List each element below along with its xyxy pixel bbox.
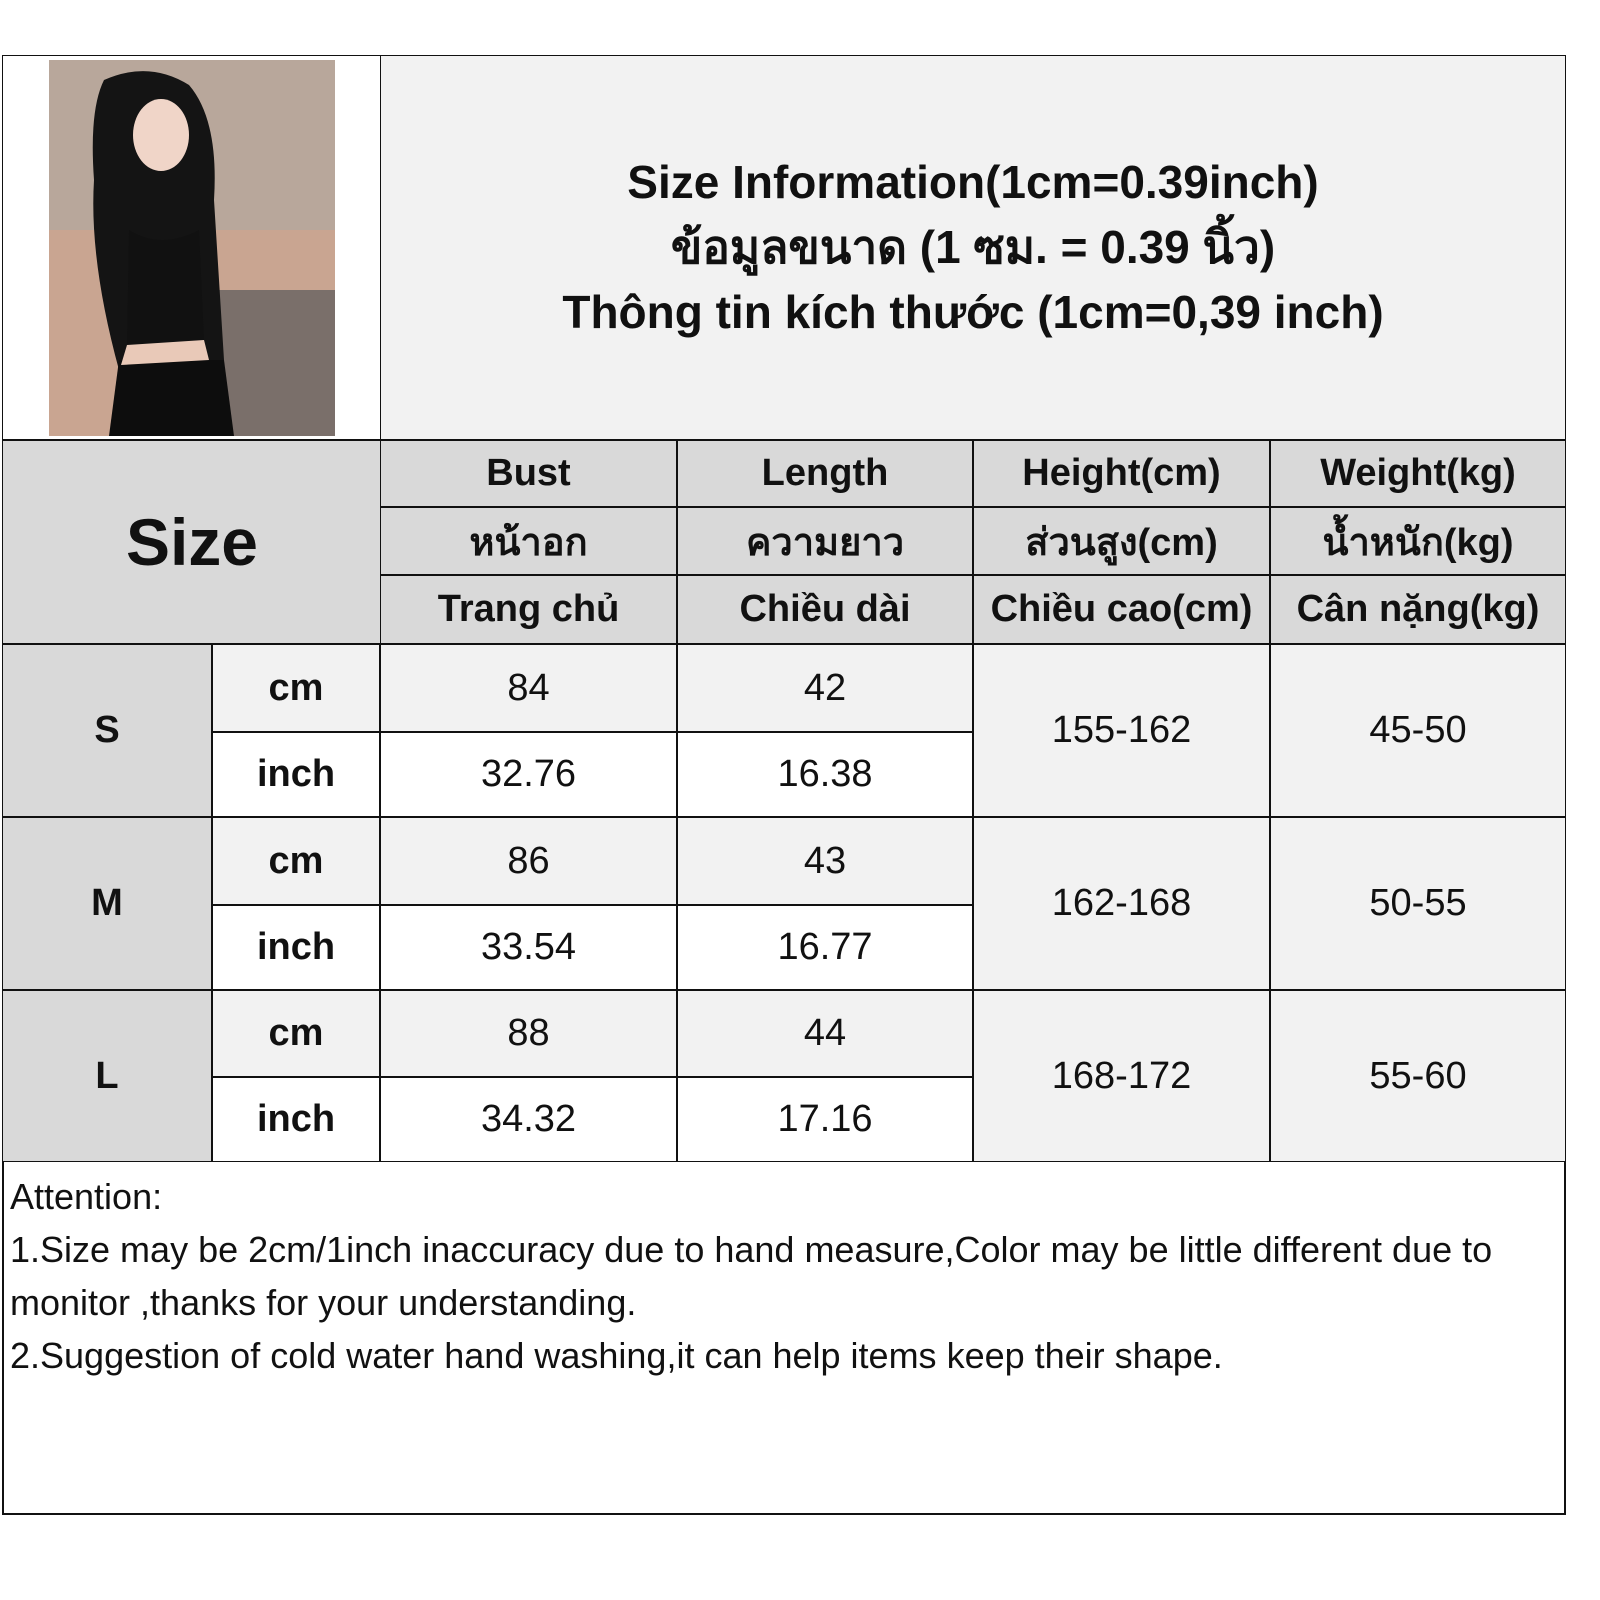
model-photo-icon <box>49 59 335 436</box>
length-inch: 16.38 <box>677 732 973 817</box>
column-header-en: Length <box>677 440 973 507</box>
height-range-text: 155-162 <box>1051 709 1192 751</box>
size-info-title: Size Information(1cm=0.39inch) ข้อมูลขนา… <box>380 55 1566 440</box>
bust-cm: 86 <box>380 817 677 905</box>
unit-cm: cm <box>212 644 380 732</box>
column-header-text: ความยาว <box>745 521 905 564</box>
unit-cm: cm <box>212 817 380 905</box>
bust-cm: 88 <box>380 990 677 1077</box>
size-label-text: M <box>91 882 123 924</box>
bust-inch: 34.32 <box>380 1077 677 1162</box>
length-inch-text: 16.38 <box>777 753 873 795</box>
bust-inch-text: 33.54 <box>480 926 577 968</box>
column-header-th: หน้าอก <box>380 507 677 575</box>
length-inch-text: 17.16 <box>777 1098 873 1140</box>
length-cm: 42 <box>677 644 973 732</box>
column-header-text: Chiều cao(cm) <box>990 588 1253 630</box>
height-range-text: 168-172 <box>1051 1054 1192 1097</box>
unit-inch-text: inch <box>256 753 336 795</box>
bust-cm-text: 86 <box>507 839 550 882</box>
unit-cm-text: cm <box>268 839 324 882</box>
column-header-en: Weight(kg) <box>1270 440 1566 507</box>
bust-inch-text: 34.32 <box>480 1098 577 1140</box>
weight-range: 55-60 <box>1270 990 1566 1162</box>
height-range-text: 162-168 <box>1051 882 1192 924</box>
notes-heading: Attention: <box>10 1176 163 1217</box>
column-header-th: น้ำหนัก(kg) <box>1270 507 1566 575</box>
unit-cm: cm <box>212 990 380 1077</box>
size-header-label: Size <box>125 505 259 579</box>
unit-inch: inch <box>212 1077 380 1162</box>
title-thai: ข้อมูลขนาด (1 ซม. = 0.39 นิ้ว) <box>670 221 1276 273</box>
title-english: Size Information(1cm=0.39inch) <box>627 156 1319 208</box>
column-header-text: น้ำหนัก(kg) <box>1322 521 1514 564</box>
length-cm: 44 <box>677 990 973 1077</box>
unit-inch-text: inch <box>256 1098 336 1140</box>
column-header-text: Trang chủ <box>437 588 620 630</box>
bust-cm-text: 84 <box>507 666 550 709</box>
length-cm-text: 43 <box>803 839 847 882</box>
weight-range-text: 55-60 <box>1369 1054 1467 1097</box>
size-label: S <box>2 644 212 817</box>
column-header-th: ความยาว <box>677 507 973 575</box>
size-label: M <box>2 817 212 990</box>
column-header-text: Length <box>761 452 889 494</box>
column-header-vi: Trang chủ <box>380 575 677 644</box>
column-header-th: ส่วนสูง(cm) <box>973 507 1270 575</box>
unit-inch-text: inch <box>256 926 336 968</box>
unit-inch: inch <box>212 905 380 990</box>
weight-range-text: 50-55 <box>1369 882 1467 924</box>
weight-range-text: 45-50 <box>1369 709 1467 751</box>
attention-notes: Attention: 1.Size may be 2cm/1inch inacc… <box>10 1170 1560 1382</box>
column-header-text: Cân nặng(kg) <box>1296 588 1540 630</box>
column-header-en: Height(cm) <box>973 440 1270 507</box>
bust-inch-text: 32.76 <box>480 753 577 795</box>
bust-inch: 32.76 <box>380 732 677 817</box>
bust-cm-text: 88 <box>507 1012 550 1054</box>
column-header-text: หน้าอก <box>469 521 588 564</box>
length-cm-text: 44 <box>803 1012 847 1054</box>
height-range: 162-168 <box>973 817 1270 990</box>
size-label-text: S <box>94 709 120 751</box>
column-header-text: ส่วนสูง(cm) <box>1025 521 1218 564</box>
bust-inch: 33.54 <box>380 905 677 990</box>
length-cm-text: 42 <box>803 666 847 709</box>
column-header-text: Bust <box>486 452 571 494</box>
height-range: 168-172 <box>973 990 1270 1162</box>
column-header-text: Weight(kg) <box>1320 452 1516 494</box>
column-header-vi: Chiều dài <box>677 575 973 644</box>
product-photo <box>2 55 382 440</box>
column-header-vi: Chiều cao(cm) <box>973 575 1270 644</box>
length-inch-text: 16.77 <box>777 926 873 968</box>
column-header-text: Chiều dài <box>739 588 911 630</box>
bust-cm: 84 <box>380 644 677 732</box>
size-label-text: L <box>95 1054 119 1097</box>
note-2: 2.Suggestion of cold water hand washing,… <box>10 1335 1223 1376</box>
note-1: 1.Size may be 2cm/1inch inaccuracy due t… <box>10 1229 1493 1323</box>
unit-cm-text: cm <box>268 1012 324 1054</box>
height-range: 155-162 <box>973 644 1270 817</box>
column-header-vi: Cân nặng(kg) <box>1270 575 1566 644</box>
weight-range: 50-55 <box>1270 817 1566 990</box>
title-vietnamese: Thông tin kích thước (1cm=0,39 inch) <box>562 286 1384 338</box>
size-label: L <box>2 990 212 1162</box>
length-inch: 17.16 <box>677 1077 973 1162</box>
column-header-en: Bust <box>380 440 677 507</box>
weight-range: 45-50 <box>1270 644 1566 817</box>
size-header: Size <box>2 440 382 644</box>
column-header-text: Height(cm) <box>1022 452 1221 494</box>
length-inch: 16.77 <box>677 905 973 990</box>
unit-inch: inch <box>212 732 380 817</box>
length-cm: 43 <box>677 817 973 905</box>
unit-cm-text: cm <box>268 666 324 709</box>
